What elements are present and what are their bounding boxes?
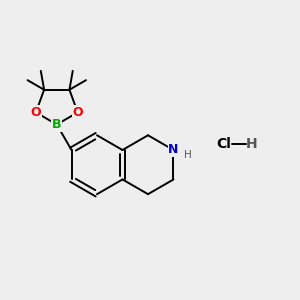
Text: B: B: [52, 118, 62, 131]
Text: Cl: Cl: [216, 137, 231, 151]
Text: O: O: [72, 106, 83, 119]
Text: O: O: [31, 106, 41, 119]
Text: H: H: [184, 150, 192, 160]
Text: N: N: [168, 143, 179, 157]
Text: H: H: [246, 137, 257, 151]
